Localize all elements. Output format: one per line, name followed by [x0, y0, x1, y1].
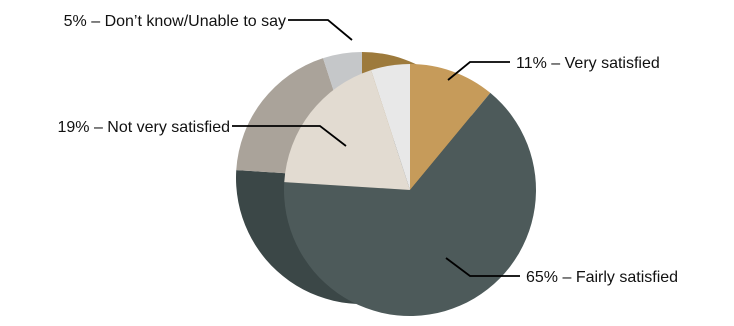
slice-label-very-satisfied: 11% – Very satisfied: [516, 55, 660, 72]
leader-line-very-satisfied: [447, 61, 510, 81]
leader-lines: [232, 19, 520, 277]
leader-line-not-very-satisfied: [232, 125, 347, 147]
pie-slice-fairly: [284, 92, 537, 316]
slice-label-not-very-satisfied: 19% – Not very satisfied: [57, 119, 230, 136]
pie-slices: [284, 64, 537, 316]
slice-label-fairly-satisfied: 65% – Fairly satisfied: [526, 269, 678, 286]
pie-slice-very: [410, 64, 491, 190]
leader-line-fairly-satisfied: [445, 257, 520, 277]
pie-slice-notvery: [284, 70, 410, 190]
pie-slice-dontknow: [371, 64, 410, 190]
slice-label-dont-know: 5% – Don’t know/Unable to say: [64, 13, 286, 30]
leader-line-dont-know: [288, 19, 353, 41]
slice-labels: 11% – Very satisfied 65% – Fairly satisf…: [57, 13, 678, 286]
